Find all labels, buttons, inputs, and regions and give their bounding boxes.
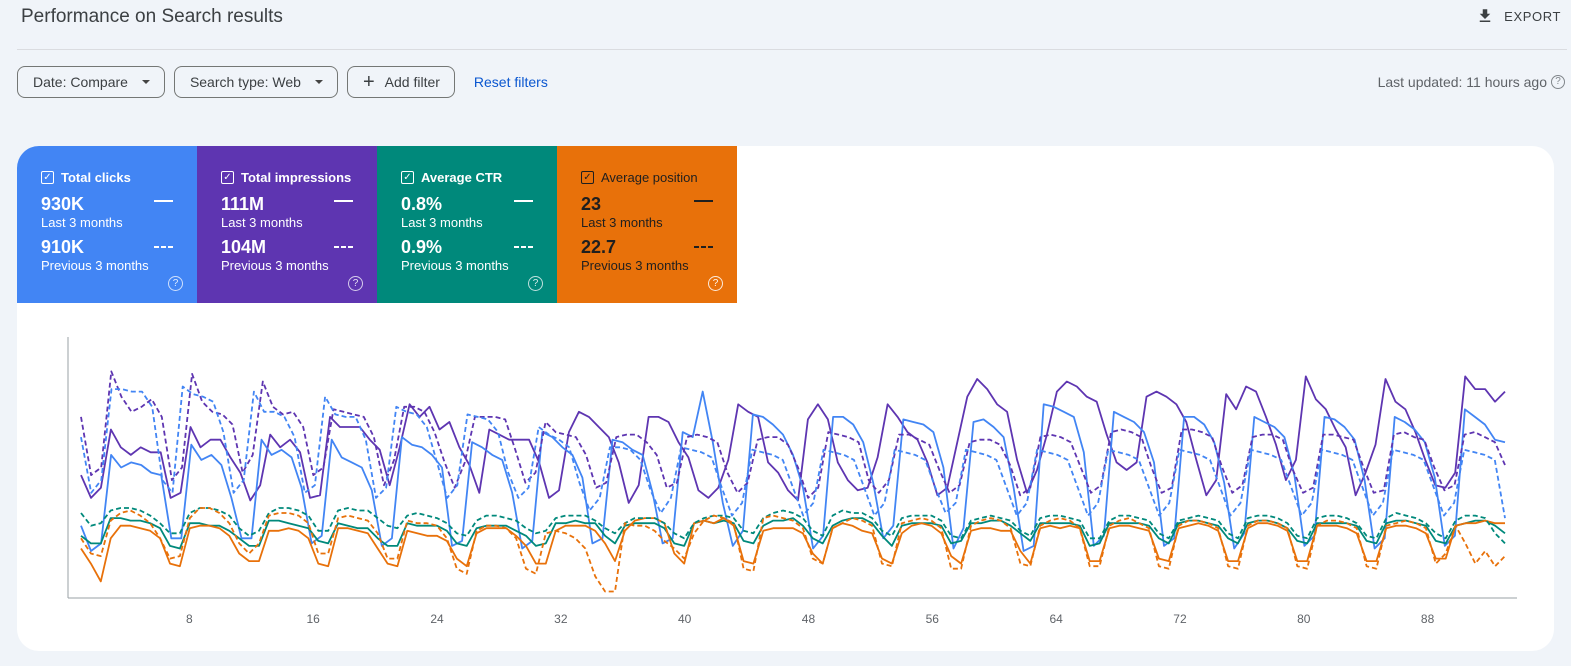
- dashed-line-legend-icon: [154, 246, 173, 248]
- date-filter-chip[interactable]: Date: Compare: [17, 66, 165, 98]
- x-tick-label: 32: [554, 612, 568, 626]
- caret-down-icon: [314, 80, 323, 84]
- x-tick-label: 56: [926, 612, 940, 626]
- dashed-line-legend-icon: [694, 246, 713, 248]
- metric-label: Average CTR: [421, 170, 503, 185]
- help-icon[interactable]: ?: [708, 276, 723, 291]
- x-ticks: 8 16 24 32 40 48 56 64 72 80 88: [186, 612, 1435, 626]
- metric-average-position[interactable]: ✓ Average position 23 Last 3 months 22.7…: [557, 146, 737, 303]
- metric-previous-value: 0.9%: [401, 237, 443, 257]
- x-tick-label: 24: [430, 612, 444, 626]
- metric-previous-period: Previous 3 months: [221, 258, 329, 273]
- metric-label: Total impressions: [241, 170, 352, 185]
- export-label: EXPORT: [1504, 8, 1561, 24]
- solid-line-legend-icon: [334, 200, 353, 202]
- filter-bar: Date: Compare Search type: Web + Add fil…: [17, 66, 548, 98]
- series-line-average-position-current: [80, 517, 1505, 583]
- metric-current-period: Last 3 months: [401, 215, 483, 230]
- header-divider: [17, 49, 1567, 50]
- metric-previous-period: Previous 3 months: [581, 258, 689, 273]
- x-tick-label: 16: [306, 612, 320, 626]
- x-tick-label: 8: [186, 612, 193, 626]
- x-tick-label: 72: [1173, 612, 1187, 626]
- help-icon[interactable]: ?: [348, 276, 363, 291]
- series-line-total-impressions-previous: [80, 370, 1506, 499]
- metric-total-clicks[interactable]: ✓ Total clicks 930K Last 3 months 910K P…: [17, 146, 197, 303]
- help-icon[interactable]: ?: [1551, 75, 1565, 89]
- x-tick-label: 64: [1049, 612, 1063, 626]
- help-icon[interactable]: ?: [528, 276, 543, 291]
- checkbox-checked-icon[interactable]: ✓: [581, 171, 594, 184]
- performance-card: 8 16 24 32 40 48 56 64 72 80 88 ✓ Total clicks 930…: [17, 146, 1554, 651]
- download-icon: [1479, 9, 1491, 22]
- x-tick-label: 88: [1421, 612, 1435, 626]
- search-type-label: Search type: Web: [189, 74, 301, 90]
- metric-previous-period: Previous 3 months: [41, 258, 149, 273]
- metric-header: ✓ Total impressions: [221, 170, 377, 185]
- dashed-line-legend-icon: [334, 246, 353, 248]
- x-tick-label: 40: [678, 612, 692, 626]
- metric-current-value: 0.8%: [401, 194, 443, 214]
- metric-previous-value: 910K: [41, 237, 85, 257]
- solid-line-legend-icon: [694, 200, 713, 202]
- series-line-average-ctr-current: [80, 517, 1506, 550]
- checkbox-checked-icon[interactable]: ✓: [401, 171, 414, 184]
- solid-line-legend-icon: [514, 200, 533, 202]
- metric-current-period: Last 3 months: [221, 215, 303, 230]
- metric-current-period: Last 3 months: [581, 215, 663, 230]
- checkbox-checked-icon[interactable]: ✓: [41, 171, 54, 184]
- metric-previous-period: Previous 3 months: [401, 258, 509, 273]
- last-updated: Last updated: 11 hours ago ?: [1378, 74, 1565, 90]
- checkbox-checked-icon[interactable]: ✓: [221, 171, 234, 184]
- metric-header: ✓ Average CTR: [401, 170, 557, 185]
- page-header: Performance on Search results EXPORT: [0, 0, 1571, 50]
- date-filter-label: Date: Compare: [33, 74, 128, 90]
- metric-header: ✓ Average position: [581, 170, 737, 185]
- metric-label: Total clicks: [61, 170, 131, 185]
- x-tick-label: 80: [1297, 612, 1311, 626]
- metric-label: Average position: [601, 170, 698, 185]
- metric-header: ✓ Total clicks: [41, 170, 197, 185]
- metric-current-period: Last 3 months: [41, 215, 123, 230]
- dashed-line-legend-icon: [514, 246, 533, 248]
- metric-average-ctr[interactable]: ✓ Average CTR 0.8% Last 3 months 0.9% Pr…: [377, 146, 557, 303]
- performance-chart: 8 16 24 32 40 48 56 64 72 80 88: [67, 337, 1517, 626]
- metric-current-value: 111M: [221, 194, 265, 214]
- export-button[interactable]: EXPORT: [1476, 7, 1561, 25]
- series-line-average-position-previous: [80, 507, 1506, 593]
- series-line-total-impressions-current: [80, 375, 1506, 504]
- search-type-chip[interactable]: Search type: Web: [173, 66, 338, 98]
- plus-icon: +: [362, 71, 375, 93]
- x-tick-label: 48: [802, 612, 816, 626]
- series-line-average-ctr-previous: [80, 507, 1506, 545]
- metric-current-value: 23: [581, 194, 602, 214]
- add-filter-button[interactable]: + Add filter: [346, 66, 455, 98]
- page-title: Performance on Search results: [21, 6, 283, 27]
- metric-previous-value: 22.7: [581, 237, 617, 257]
- caret-down-icon: [141, 80, 150, 84]
- series-line-total-clicks-previous: [80, 385, 1506, 519]
- reset-filters-link[interactable]: Reset filters: [473, 74, 548, 90]
- series-layer: [80, 370, 1506, 593]
- last-updated-text: Last updated: 11 hours ago: [1377, 74, 1547, 90]
- metric-cards: ✓ Total clicks 930K Last 3 months 910K P…: [17, 146, 737, 303]
- series-line-total-clicks-current: [80, 390, 1506, 552]
- solid-line-legend-icon: [154, 200, 173, 202]
- metric-previous-value: 104M: [221, 237, 267, 257]
- help-icon[interactable]: ?: [168, 276, 183, 291]
- metric-total-impressions[interactable]: ✓ Total impressions 111M Last 3 months 1…: [197, 146, 377, 303]
- metric-current-value: 930K: [41, 194, 85, 214]
- add-filter-label: Add filter: [384, 74, 440, 90]
